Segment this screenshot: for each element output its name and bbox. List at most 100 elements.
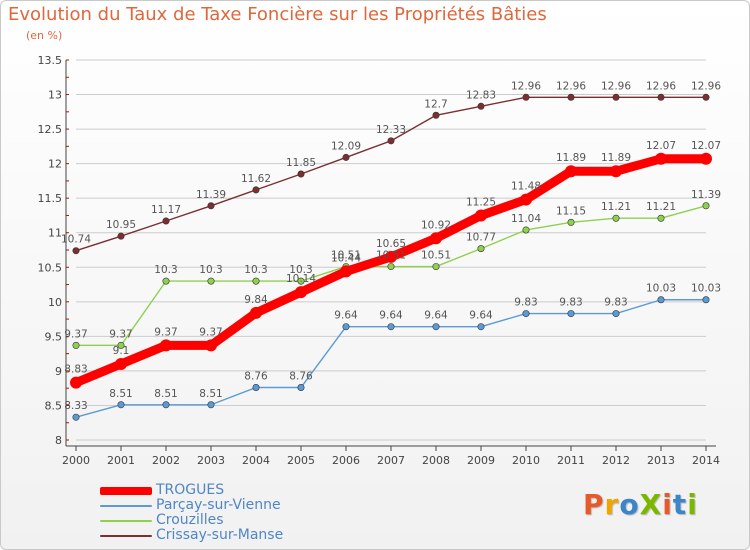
- chart-subtitle: (en %): [26, 29, 63, 42]
- data-label: 11.21: [601, 201, 631, 213]
- data-label: 10.74: [61, 234, 91, 246]
- data-label: 9.64: [424, 310, 448, 322]
- x-tick-label: 2014: [692, 454, 720, 467]
- legend-swatch: [100, 535, 152, 537]
- data-point: [70, 376, 82, 389]
- data-point: [207, 202, 215, 210]
- data-point: [115, 358, 127, 370]
- data-point: [702, 202, 710, 210]
- data-label: 9.1: [113, 345, 130, 357]
- legend-item: Crissay-sur-Manse: [100, 527, 360, 543]
- data-label: 11.39: [196, 189, 226, 201]
- x-tick-label: 2012: [602, 454, 630, 467]
- chart-title: Evolution du Taux de Taxe Foncière sur l…: [8, 4, 547, 25]
- data-label: 11.48: [511, 181, 541, 193]
- data-point: [432, 111, 440, 119]
- data-point: [250, 306, 262, 319]
- y-tick-label: 13: [48, 89, 62, 102]
- x-tick-label: 2007: [377, 454, 405, 467]
- data-label: 8.76: [289, 370, 313, 382]
- data-label: 10.03: [691, 283, 721, 295]
- data-label: 10.3: [154, 264, 177, 276]
- legend-label: Crissay-sur-Manse: [156, 527, 284, 543]
- data-label: 12.96: [556, 80, 586, 92]
- data-label: 10.95: [106, 219, 136, 231]
- legend-swatch: [100, 505, 152, 507]
- data-label: 8.51: [109, 388, 132, 400]
- data-label: 9.83: [514, 297, 537, 309]
- legend-label: Crouzilles: [156, 512, 224, 528]
- data-point: [657, 93, 665, 101]
- data-point: [610, 165, 622, 178]
- y-tick-label: 11.5: [38, 192, 63, 205]
- y-tick-label: 12: [48, 158, 62, 171]
- data-point: [657, 296, 665, 304]
- x-tick-label: 2005: [287, 454, 315, 467]
- data-point: [567, 218, 575, 226]
- data-point: [700, 152, 712, 165]
- y-tick-label: 8.5: [45, 399, 63, 412]
- data-point: [205, 339, 217, 352]
- data-point: [340, 265, 352, 278]
- data-point: [387, 137, 395, 145]
- data-label: 8.51: [199, 388, 222, 400]
- data-point: [72, 413, 80, 421]
- x-tick-label: 2003: [197, 454, 225, 467]
- data-label: 11.89: [556, 152, 586, 164]
- data-label: 10.77: [466, 232, 496, 244]
- legend-swatch: [100, 520, 152, 522]
- y-tick-label: 9: [55, 365, 62, 378]
- data-point: [657, 214, 665, 222]
- data-label: 9.37: [199, 326, 222, 338]
- legend-item: Crouzilles: [100, 512, 360, 528]
- x-tick-label: 2009: [467, 454, 495, 467]
- y-tick-label: 12.5: [38, 123, 63, 136]
- data-label: 10.51: [421, 250, 451, 262]
- data-point: [297, 170, 305, 178]
- data-label: 10.14: [286, 273, 316, 285]
- data-point: [475, 209, 487, 222]
- legend-item: Parçay-sur-Vienne: [100, 497, 360, 513]
- data-point: [72, 341, 80, 349]
- data-label: 11.39: [691, 189, 721, 201]
- data-point: [387, 263, 395, 271]
- proxiti-logo: ProXiti: [583, 488, 698, 521]
- data-point: [477, 245, 485, 253]
- data-label: 10.51: [376, 250, 406, 262]
- data-label: 9.37: [154, 326, 177, 338]
- data-label: 11.04: [511, 213, 541, 225]
- data-point: [612, 93, 620, 101]
- data-point: [522, 226, 530, 234]
- y-tick-label: 10.5: [38, 261, 63, 274]
- legend-swatch: [100, 487, 152, 495]
- data-label: 12.09: [331, 140, 361, 152]
- data-point: [702, 93, 710, 101]
- data-point: [252, 277, 260, 285]
- data-label: 12.83: [466, 89, 496, 101]
- data-label: 8.51: [154, 388, 177, 400]
- data-point: [612, 214, 620, 222]
- data-label: 11.17: [151, 204, 181, 216]
- data-point: [430, 232, 442, 245]
- logo-letter: r: [604, 488, 620, 521]
- data-point: [655, 152, 667, 165]
- data-label: 9.83: [559, 297, 582, 309]
- data-label: 11.62: [241, 173, 271, 185]
- data-label: 9.37: [64, 328, 87, 340]
- data-label: 10.03: [646, 283, 676, 295]
- data-label: 9.64: [334, 310, 358, 322]
- data-point: [432, 263, 440, 271]
- x-tick-label: 2004: [242, 454, 270, 467]
- data-label: 10.3: [244, 264, 267, 276]
- x-tick-label: 2006: [332, 454, 360, 467]
- data-point: [522, 310, 530, 318]
- data-label: 8.76: [244, 370, 268, 382]
- data-label: 9.84: [244, 294, 268, 306]
- data-point: [297, 383, 305, 391]
- logo-letter: o: [619, 488, 640, 521]
- data-point: [117, 341, 125, 349]
- data-label: 9.64: [469, 310, 493, 322]
- data-point: [520, 193, 532, 206]
- data-point: [162, 401, 170, 409]
- logo-letter: i: [687, 488, 698, 521]
